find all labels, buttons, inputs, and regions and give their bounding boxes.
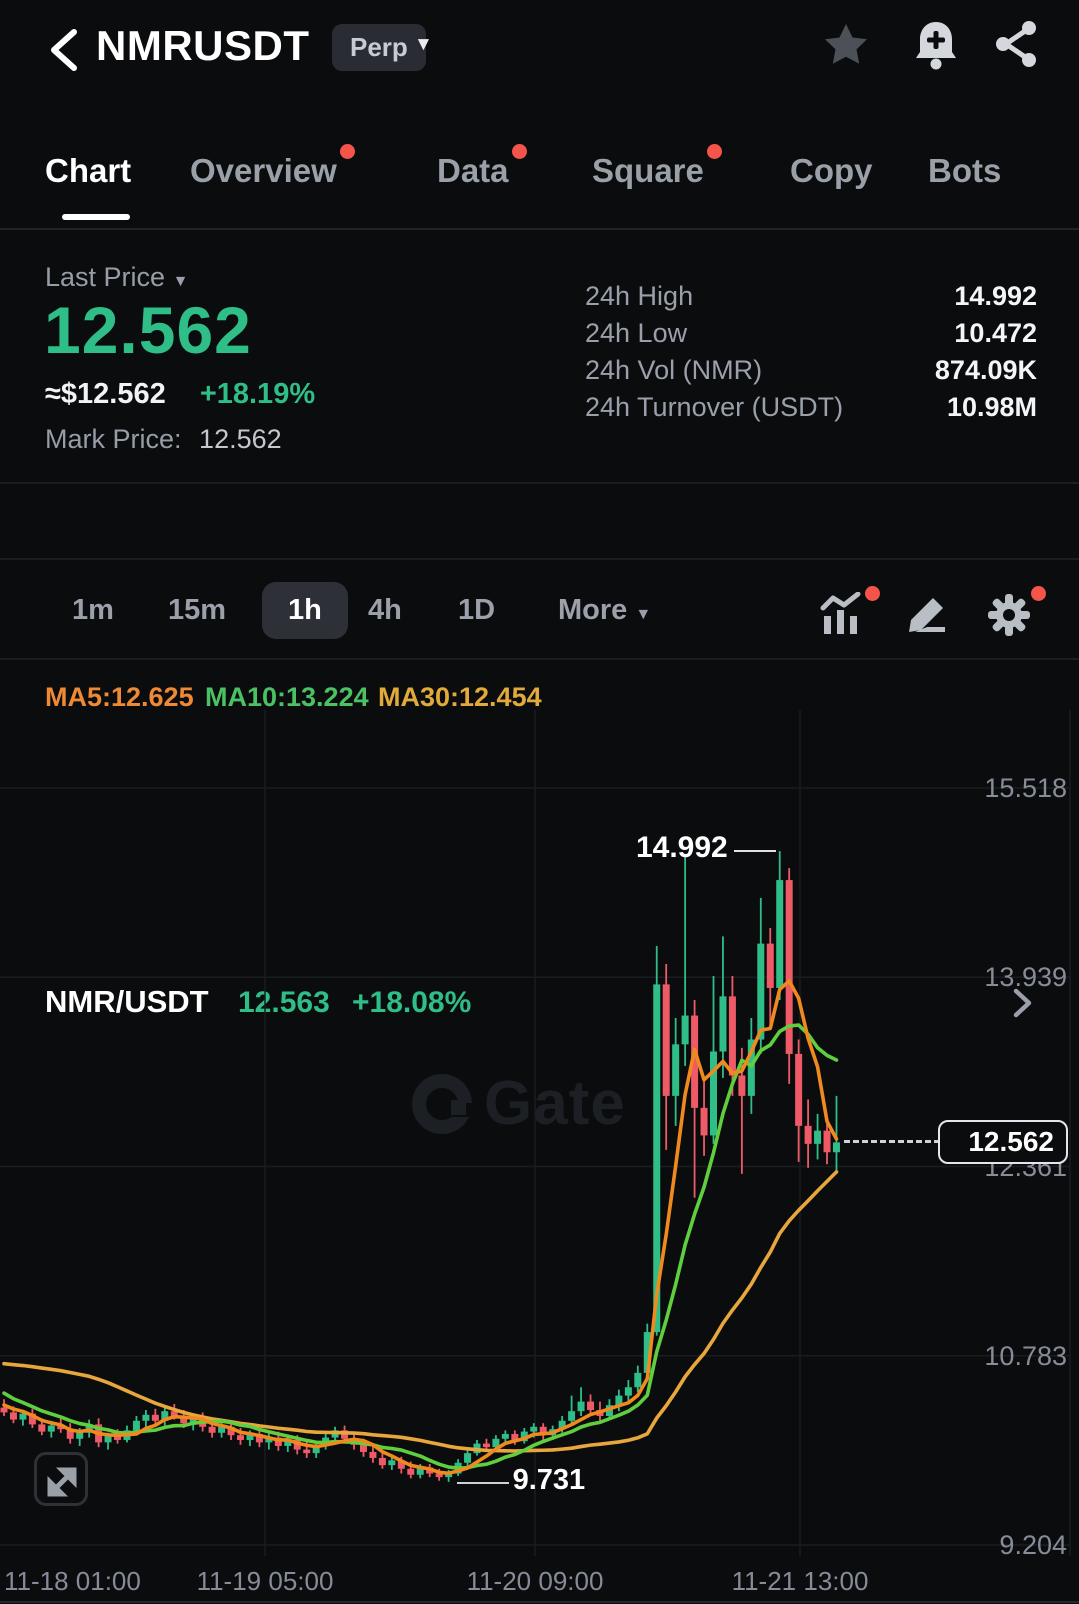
stat-label: 24h Turnover (USDT): [585, 392, 844, 422]
y-tick-3: 10.783: [984, 1340, 1067, 1371]
timeframe-1D[interactable]: 1D: [458, 594, 496, 626]
last-price-label: Last Price: [45, 262, 166, 292]
timeframe-more[interactable]: More ▼: [558, 594, 651, 627]
tabs-divider: [0, 228, 1079, 230]
current-price-tag: 12.562: [938, 1120, 1068, 1165]
tab-red-dot: [511, 144, 527, 159]
mark-price-row: Mark Price: 12.562: [45, 424, 282, 455]
gear-icon: [988, 594, 1030, 636]
current-price-line: [844, 1140, 940, 1144]
last-price-value: 12.562: [44, 293, 252, 367]
indicators-red-dot: [865, 586, 880, 601]
stat-value: 10.472: [954, 318, 1037, 348]
ma-label-1: MA10:13.224: [205, 682, 369, 712]
tab-bots[interactable]: Bots: [928, 152, 1002, 189]
divider-2: [0, 558, 1079, 560]
stat-label: 24h Low: [585, 318, 688, 348]
mark-price-label: Mark Price:: [45, 424, 182, 454]
y-tick-0: 15.518: [984, 773, 1067, 803]
high-annotation-line: [733, 850, 776, 853]
approx-usd-value: ≈$12.562: [45, 378, 166, 410]
draw-button[interactable]: [905, 592, 949, 641]
tab-overview[interactable]: Overview: [190, 144, 355, 190]
change-percent: +18.19%: [199, 378, 316, 410]
price-alert-button[interactable]: [912, 18, 960, 70]
stat-value: 10.98M: [946, 392, 1037, 422]
watermark-text: Gate: [484, 1069, 626, 1138]
page-title: NMRUSDT: [96, 22, 310, 69]
active-tab-underline: [62, 214, 130, 220]
candlestick-chart[interactable]: [0, 710, 1079, 1556]
tab-chart[interactable]: Chart: [45, 152, 132, 189]
timeframe-1h[interactable]: 1h: [262, 582, 348, 639]
ma-label-2: MA30:12.454: [378, 682, 542, 712]
contract-type-badge[interactable]: Perp: [332, 24, 426, 71]
back-button[interactable]: [42, 22, 88, 78]
stat-value: 14.992: [954, 281, 1037, 311]
bottom-divider: [0, 1601, 1079, 1603]
fullscreen-button[interactable]: [34, 1452, 88, 1506]
back-chevron-icon: [51, 29, 77, 71]
timeframe-15m[interactable]: 15m: [168, 594, 227, 626]
stat-label: 24h High: [585, 281, 694, 311]
stat-label: 24h Vol (NMR): [585, 355, 763, 385]
indicators-icon: [820, 591, 861, 634]
tab-data[interactable]: Data: [437, 144, 527, 190]
last-price-caret: ▼: [172, 273, 189, 290]
pair-name: NMR/USDT: [45, 984, 209, 1019]
watermark: Gate: [412, 1068, 626, 1139]
y-tick-1: 13.939: [984, 962, 1067, 993]
chart-canvas: [0, 710, 1071, 1556]
pencil-icon: [909, 598, 945, 632]
low-annotation: 9.731: [512, 1463, 586, 1496]
pair-change: +18.08%: [352, 986, 472, 1019]
tab-red-dot: [339, 144, 355, 159]
last-price-selector[interactable]: Last Price ▼: [45, 262, 188, 293]
pair-price: 12.563: [238, 986, 330, 1019]
x-tick-1: 11-19 05:00: [196, 1566, 334, 1596]
tab-red-dot: [706, 144, 722, 159]
chart-settings-button[interactable]: [986, 586, 1046, 643]
settings-red-dot: [1031, 586, 1046, 601]
expand-icon: [47, 1467, 77, 1497]
tab-copy[interactable]: Copy: [790, 152, 873, 189]
share-icon: [996, 21, 1036, 67]
x-tick-3: 11-21 13:00: [731, 1566, 869, 1596]
header: NMRUSDT Perp ▼: [0, 0, 1079, 110]
x-tick-2: 11-20 09:00: [466, 1566, 604, 1596]
divider-1: [0, 482, 1079, 484]
star-icon: [825, 24, 867, 64]
high-annotation: 14.992: [635, 831, 728, 865]
share-button[interactable]: [992, 20, 1040, 68]
favorite-button[interactable]: [822, 20, 870, 68]
timeframe-1m[interactable]: 1m: [72, 594, 114, 626]
timeframe-4h[interactable]: 4h: [368, 594, 402, 626]
contract-dropdown-caret[interactable]: ▼: [414, 34, 433, 55]
bell-plus-icon: [916, 22, 956, 70]
indicators-button[interactable]: [820, 586, 880, 641]
x-tick-0: 11-18 01:00: [4, 1566, 141, 1596]
low-annotation-line: [456, 1481, 509, 1484]
y-tick-4: 9.204: [999, 1530, 1067, 1560]
ma-label-0: MA5:12.625: [45, 682, 194, 712]
approx-price: ≈$12.562 +18.19%: [45, 378, 315, 411]
tab-square[interactable]: Square: [592, 144, 722, 190]
stat-value: 874.09K: [934, 355, 1037, 385]
divider-3: [0, 658, 1079, 660]
spot-pair-row[interactable]: NMR/USDT 12.563 +18.08%: [0, 484, 1079, 1019]
more-caret: ▼: [635, 606, 652, 623]
mark-price-value: 12.562: [199, 424, 282, 454]
more-label: More: [558, 594, 628, 626]
chevron-right-icon: [1013, 988, 1032, 1018]
